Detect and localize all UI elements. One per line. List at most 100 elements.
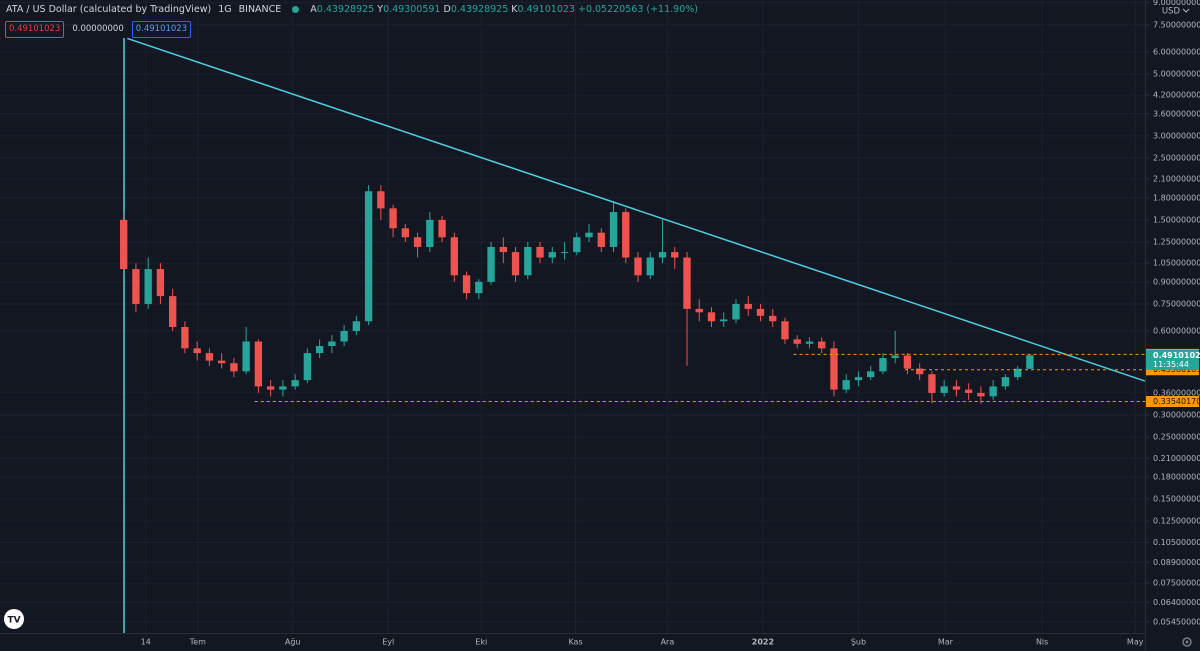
y-tick-label: 5.00000000 — [1153, 69, 1200, 78]
close-value: 0.49101023 — [517, 4, 575, 15]
candle-body — [560, 252, 569, 254]
candle-body — [964, 389, 973, 393]
candle-body — [683, 257, 691, 309]
y-tick-label: 2.50000000 — [1153, 153, 1200, 162]
candle-body — [450, 237, 458, 276]
y-tick-label: 7.50000000 — [1153, 20, 1200, 29]
y-tick-label: 1.80000000 — [1153, 193, 1200, 202]
candle-body — [1013, 368, 1022, 378]
y-tick-label: 3.60000000 — [1153, 109, 1200, 118]
buy-price[interactable]: 0.49101023 — [131, 21, 192, 38]
x-tick-label: May — [1127, 638, 1144, 647]
candle-body — [511, 252, 520, 276]
high-value: 0.49300591 — [383, 4, 441, 15]
price-label: 0.49101023 — [1153, 351, 1200, 360]
open-label: A — [310, 4, 317, 15]
ohlc: A0.43928925 Y0.49300591 D0.43928925 K0.4… — [310, 4, 698, 15]
candle-body — [389, 208, 397, 229]
candle-body — [499, 246, 507, 253]
y-tick-label: 0.30000000 — [1153, 411, 1200, 420]
candle-body — [793, 339, 801, 344]
candle-body — [303, 353, 312, 381]
price-label-bg — [1146, 349, 1199, 370]
candle-body — [266, 386, 275, 390]
candle-body — [462, 275, 471, 294]
candle-body — [609, 212, 618, 247]
candle-body — [658, 252, 667, 258]
candle-body — [756, 308, 765, 316]
close-label: K — [511, 4, 518, 15]
currency[interactable]: USD — [1162, 7, 1181, 17]
candle-body — [279, 386, 287, 390]
candle-body — [291, 380, 299, 387]
x-tick-label: Kas — [568, 638, 582, 647]
candle-body — [1001, 377, 1010, 387]
y-tick-label: 1.05000000 — [1153, 259, 1200, 268]
candle-body — [830, 348, 838, 390]
candle-body — [536, 246, 544, 258]
y-tick-label: 0.25000000 — [1153, 433, 1200, 442]
y-tick-label: 0.90000000 — [1153, 277, 1200, 286]
y-tick-label: 0.75000000 — [1153, 299, 1200, 308]
y-tick-label: 0.05450000 — [1153, 617, 1200, 626]
candle-body — [977, 392, 985, 397]
x-tick-label: 2022 — [752, 638, 774, 647]
candle-body — [193, 348, 201, 354]
candle-body — [744, 303, 752, 309]
candle-body — [120, 219, 128, 270]
y-tick-label: 1.50000000 — [1153, 215, 1200, 224]
candle-body — [205, 353, 214, 361]
y-tick-label: 0.60000000 — [1153, 326, 1200, 335]
y-tick-label: 0.10500000 — [1153, 538, 1200, 547]
candle-body — [916, 368, 924, 375]
candle-body — [548, 252, 556, 258]
candle-body — [524, 246, 532, 276]
candle-body — [328, 341, 336, 347]
y-tick-label: 0.21000000 — [1153, 454, 1200, 463]
candle-body — [805, 341, 814, 344]
candle-body — [695, 308, 703, 313]
low-label: D — [443, 4, 451, 15]
candle-body — [720, 319, 728, 322]
x-tick-label: Ağu — [285, 638, 301, 647]
candle-body — [597, 232, 605, 247]
axis: 9.00000000 7.50000000 6.00000000 5.00000000… — [141, 0, 1200, 647]
candle-body — [989, 386, 997, 397]
settings-icon[interactable] — [1182, 637, 1192, 647]
candle-body — [867, 371, 875, 378]
candle-body — [426, 219, 434, 247]
candle-body — [315, 346, 324, 354]
interval: 1G — [218, 4, 232, 15]
y-tick-label: 1.25000000 — [1153, 238, 1200, 247]
candle-body — [573, 237, 581, 253]
candle-body — [646, 257, 654, 276]
candle-body — [364, 191, 373, 322]
candle-body — [144, 269, 152, 304]
candle-body — [217, 360, 226, 364]
exchange: BINANCE — [238, 4, 282, 15]
candle-body — [940, 386, 948, 393]
x-tick-label: Tem — [189, 638, 206, 647]
candle-body — [377, 191, 385, 209]
candle-body — [401, 228, 410, 238]
candle-body — [181, 327, 189, 349]
candle-body — [156, 269, 165, 297]
candle-body — [671, 252, 679, 258]
candle-body — [707, 312, 716, 322]
candle-body — [230, 363, 238, 372]
y-tick-label: 0.18000000 — [1153, 472, 1200, 481]
x-tick-label: Ara — [661, 638, 675, 647]
sell-price[interactable]: 0.49101023 — [5, 21, 65, 38]
y-tick-label: 0.07500000 — [1153, 579, 1200, 588]
status-dot — [292, 6, 300, 13]
level-label-bg — [1146, 396, 1199, 408]
candle-body — [903, 355, 912, 369]
candle-body — [634, 257, 642, 276]
candle-body — [168, 296, 177, 328]
candle-body — [438, 219, 446, 238]
y-tick-label: 0.15000000 — [1153, 495, 1200, 504]
open-value: 0.43928925 — [316, 4, 375, 15]
currency-arrow[interactable] — [1182, 8, 1190, 13]
candle-body — [622, 212, 630, 258]
